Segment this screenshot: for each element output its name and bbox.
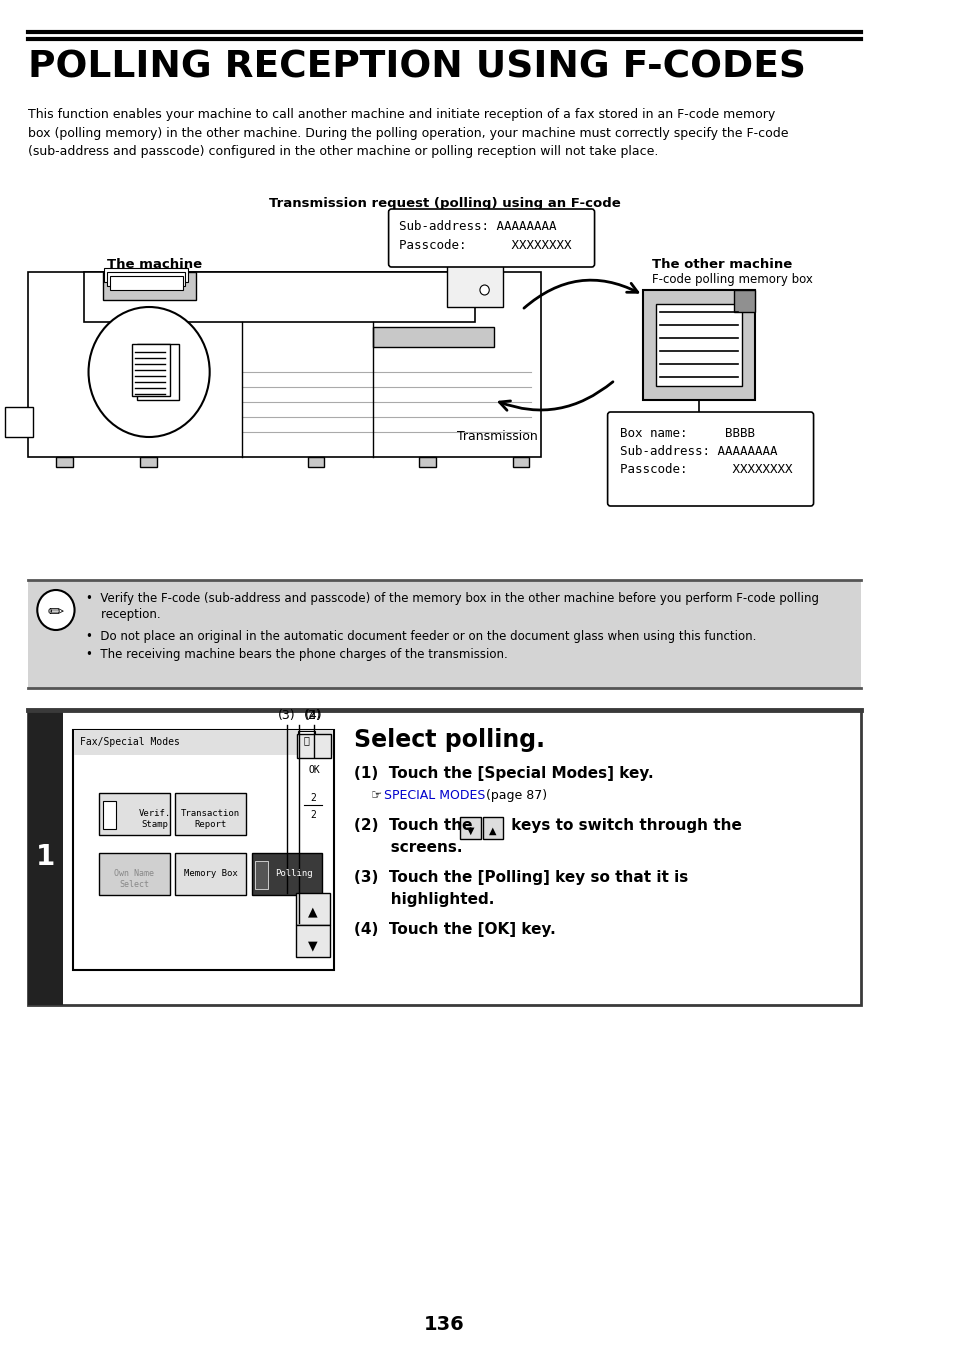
FancyBboxPatch shape <box>297 734 331 758</box>
Text: The machine: The machine <box>107 258 202 272</box>
Text: 136: 136 <box>424 1315 464 1333</box>
Text: reception.: reception. <box>86 608 160 621</box>
Text: The other machine: The other machine <box>652 258 792 272</box>
Text: (page 87): (page 87) <box>481 789 546 802</box>
FancyBboxPatch shape <box>460 817 480 839</box>
FancyBboxPatch shape <box>72 730 334 970</box>
Bar <box>56 457 72 467</box>
Text: Memory Box: Memory Box <box>184 869 237 878</box>
Text: •  Verify the F-code (sub-address and passcode) of the memory box in the other m: • Verify the F-code (sub-address and pas… <box>86 592 818 605</box>
Text: screens.: screens. <box>354 840 462 855</box>
Text: 2: 2 <box>310 793 315 802</box>
Text: ▲: ▲ <box>308 905 317 917</box>
Text: Transmission: Transmission <box>456 430 537 443</box>
FancyArrowPatch shape <box>523 280 638 308</box>
Circle shape <box>479 285 489 295</box>
Bar <box>102 272 195 300</box>
Bar <box>642 290 754 400</box>
Text: Verif.
Stamp: Verif. Stamp <box>138 809 171 830</box>
Bar <box>307 457 324 467</box>
Text: Select polling.: Select polling. <box>354 728 544 753</box>
Text: ▼: ▼ <box>308 939 317 952</box>
Text: (4)  Touch the [OK] key.: (4) Touch the [OK] key. <box>354 921 556 938</box>
Bar <box>140 457 156 467</box>
Text: SPECIAL MODES: SPECIAL MODES <box>383 789 485 802</box>
Text: This function enables your machine to call another machine and initiate receptio: This function enables your machine to ca… <box>28 108 787 158</box>
Text: (1)  Touch the [Special Modes] key.: (1) Touch the [Special Modes] key. <box>354 766 653 781</box>
Bar <box>110 276 182 290</box>
FancyBboxPatch shape <box>482 817 503 839</box>
FancyBboxPatch shape <box>255 861 268 889</box>
Text: ✏: ✏ <box>48 603 64 621</box>
FancyBboxPatch shape <box>175 793 246 835</box>
Text: F-code polling memory box: F-code polling memory box <box>652 273 812 286</box>
Text: 2: 2 <box>310 811 315 820</box>
Text: 1: 1 <box>36 843 55 871</box>
Bar <box>28 580 861 688</box>
FancyArrowPatch shape <box>498 382 612 411</box>
Bar <box>28 711 861 1005</box>
Text: Own Name
Select: Own Name Select <box>114 869 154 889</box>
Bar <box>734 290 754 312</box>
FancyBboxPatch shape <box>296 925 330 957</box>
FancyBboxPatch shape <box>99 852 170 894</box>
Text: Sub-address: AAAAAAAA
Passcode:      XXXXXXXX: Sub-address: AAAAAAAA Passcode: XXXXXXXX <box>398 220 571 253</box>
Circle shape <box>89 307 210 436</box>
Bar <box>73 730 333 755</box>
Bar <box>28 685 861 688</box>
Bar <box>28 711 63 1005</box>
Text: Transaction
Report: Transaction Report <box>181 809 240 830</box>
Bar <box>28 272 540 457</box>
FancyBboxPatch shape <box>296 893 330 925</box>
Text: •  Do not place an original in the automatic document feeder or on the document : • Do not place an original in the automa… <box>86 630 756 643</box>
Text: OK: OK <box>308 765 319 775</box>
FancyBboxPatch shape <box>175 852 246 894</box>
Text: Polling: Polling <box>274 869 312 878</box>
FancyBboxPatch shape <box>607 412 813 507</box>
Bar <box>373 327 494 347</box>
Bar <box>298 731 314 753</box>
Bar <box>104 267 188 282</box>
Text: highlighted.: highlighted. <box>354 892 494 907</box>
Bar <box>5 407 32 436</box>
Text: (4): (4) <box>305 709 322 721</box>
Text: Transmission request (polling) using an F-code: Transmission request (polling) using an … <box>269 197 619 209</box>
Circle shape <box>37 590 74 630</box>
FancyBboxPatch shape <box>388 209 594 267</box>
Text: (3): (3) <box>278 709 295 721</box>
Text: (3)  Touch the [Polling] key so that it is: (3) Touch the [Polling] key so that it i… <box>354 870 688 885</box>
Text: keys to switch through the: keys to switch through the <box>505 817 741 834</box>
Text: Box name:     BBBB: Box name: BBBB <box>619 427 754 440</box>
Text: Sub-address: AAAAAAAA: Sub-address: AAAAAAAA <box>619 444 777 458</box>
Bar <box>132 345 170 396</box>
Text: ▲: ▲ <box>489 825 497 836</box>
Text: POLLING RECEPTION USING F-CODES: POLLING RECEPTION USING F-CODES <box>28 50 805 86</box>
Bar <box>137 345 179 400</box>
Bar <box>512 457 529 467</box>
Bar <box>419 457 436 467</box>
FancyBboxPatch shape <box>102 801 115 830</box>
Text: •  The receiving machine bears the phone charges of the transmission.: • The receiving machine bears the phone … <box>86 648 507 661</box>
FancyBboxPatch shape <box>99 793 170 835</box>
Text: Fax/Special Modes: Fax/Special Modes <box>80 738 180 747</box>
Text: Passcode:      XXXXXXXX: Passcode: XXXXXXXX <box>619 463 791 476</box>
Bar <box>447 257 503 307</box>
Bar <box>107 272 185 286</box>
Bar <box>656 304 741 386</box>
Text: (2): (2) <box>303 709 320 721</box>
Bar <box>84 272 475 322</box>
Bar <box>28 580 861 584</box>
Text: 🖨: 🖨 <box>303 735 309 744</box>
Text: ▼: ▼ <box>466 825 474 836</box>
FancyBboxPatch shape <box>252 852 322 894</box>
Text: (2)  Touch the: (2) Touch the <box>354 817 477 834</box>
Text: ☞: ☞ <box>371 789 382 802</box>
